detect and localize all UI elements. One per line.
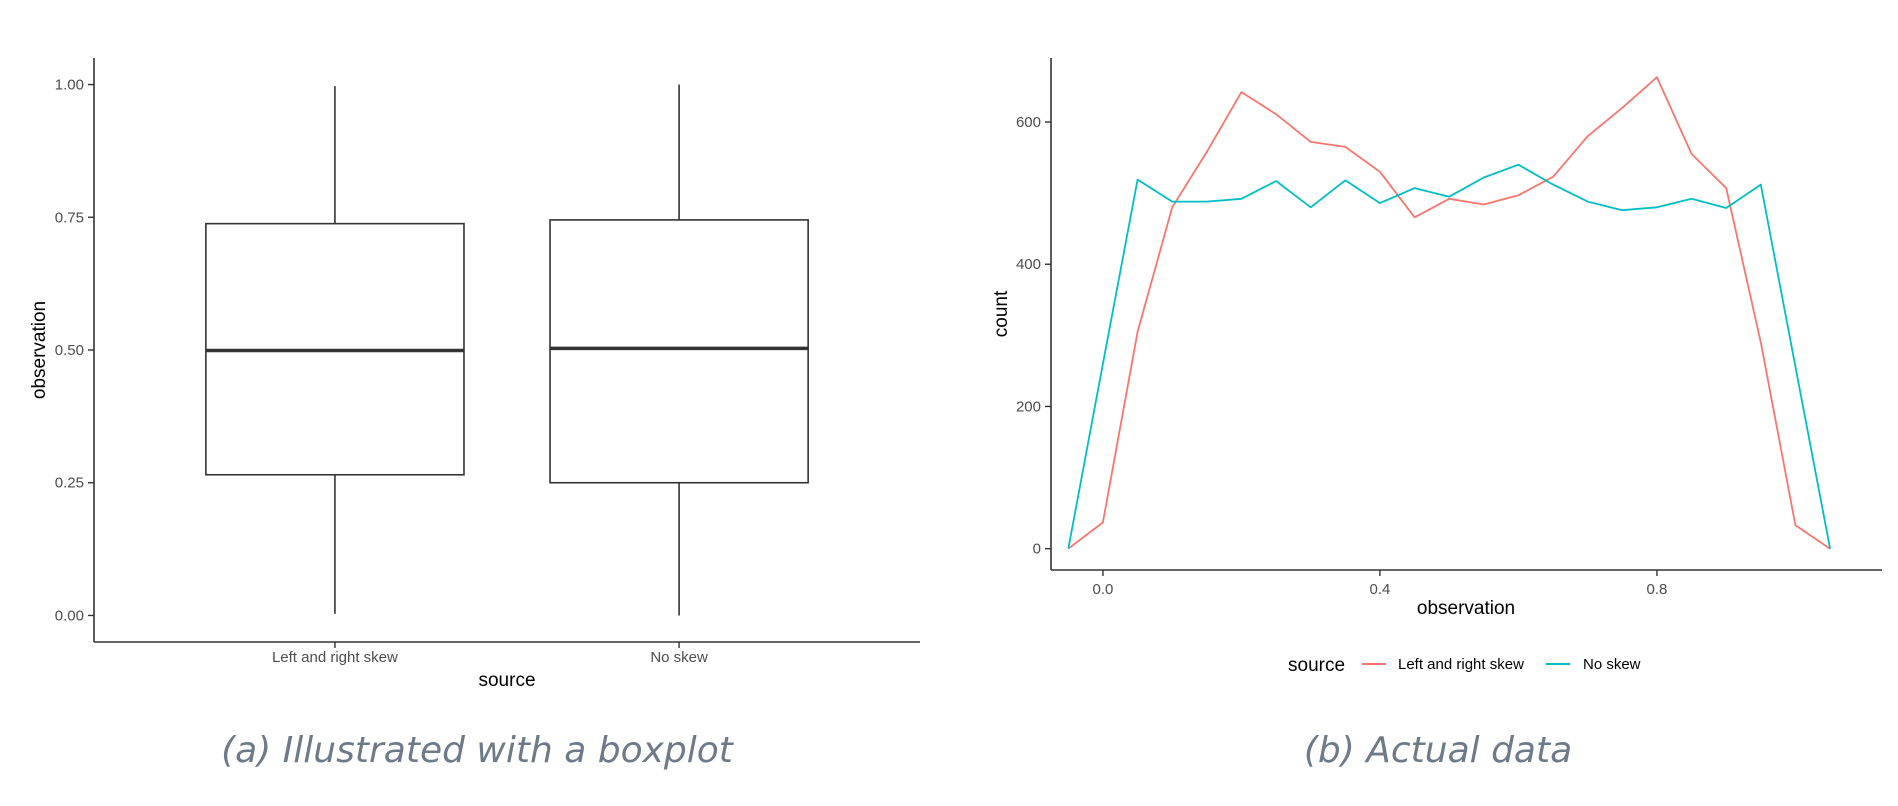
x-tick-label: 0.8	[1647, 581, 1668, 598]
series-line-left-and-right-skew	[1067, 76, 1831, 550]
legend: source Left and right skew No skew	[1288, 655, 1641, 676]
boxplot-panel: 0.00 0.25 0.50 0.75 1.00 Left and right skew…	[29, 58, 920, 771]
y-axis-title: observation	[29, 301, 50, 399]
y-axis-ticks: 0 200 400 600	[1016, 114, 1051, 558]
x-tick-label: Left and right skew	[272, 649, 398, 666]
y-tick-label: 0	[1033, 541, 1041, 558]
y-tick-label: 0.75	[55, 209, 84, 226]
x-axis-ticks: Left and right skew No skew	[272, 642, 708, 666]
y-axis-ticks: 0.00 0.25 0.50 0.75 1.00	[55, 77, 94, 624]
panel-b-caption: (b) Actual data	[1304, 730, 1572, 771]
x-axis-title: source	[478, 670, 535, 691]
y-tick-label: 400	[1016, 256, 1041, 273]
y-tick-label: 0.25	[55, 475, 84, 492]
x-tick-label: 0.4	[1370, 581, 1391, 598]
y-tick-label: 600	[1016, 114, 1041, 131]
boxplot-boxes	[205, 84, 809, 616]
y-tick-label: 0.50	[55, 342, 84, 359]
interquartile-box	[549, 219, 809, 484]
x-axis-title: observation	[1417, 598, 1515, 619]
line-series	[1067, 76, 1831, 550]
y-axis-title: count	[991, 290, 1012, 337]
y-tick-label: 1.00	[55, 77, 84, 94]
legend-label-no-skew: No skew	[1583, 656, 1641, 673]
series-line-no-skew	[1067, 163, 1831, 549]
legend-title: source	[1288, 655, 1345, 676]
x-tick-label: No skew	[650, 649, 708, 666]
x-tick-label: 0.0	[1093, 581, 1114, 598]
boxplot-box	[549, 84, 809, 616]
x-axis-ticks: 0.0 0.4 0.8	[1093, 570, 1668, 598]
y-tick-label: 200	[1016, 398, 1041, 415]
line-chart-panel: 0 200 400 600 0.0 0.4 0.8 observation count s…	[991, 58, 1882, 771]
y-tick-label: 0.00	[55, 607, 84, 624]
panel-a-caption: (a) Illustrated with a boxplot	[221, 730, 735, 771]
legend-label-left-and-right-skew: Left and right skew	[1398, 656, 1524, 673]
boxplot-box	[205, 86, 465, 614]
